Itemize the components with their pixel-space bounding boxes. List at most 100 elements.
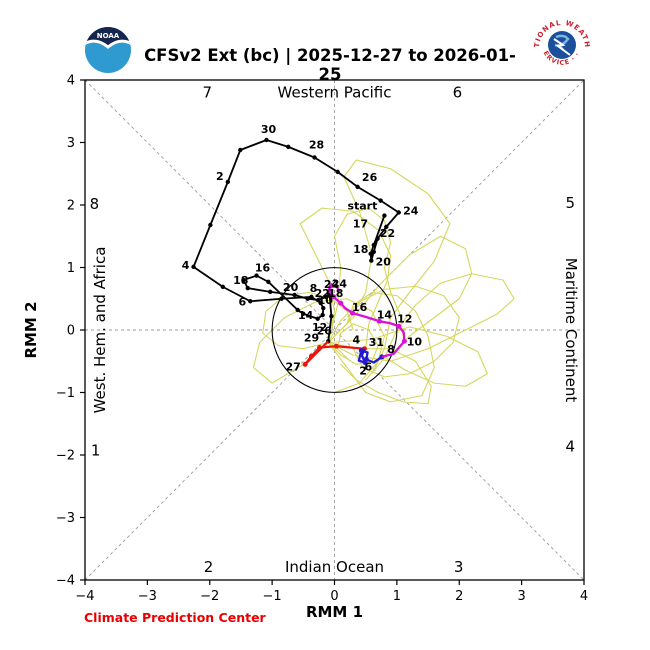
ensemble-member-line — [328, 341, 432, 405]
forecast-week1-point — [308, 353, 314, 359]
ensemble-member-line — [328, 326, 488, 387]
observed-point — [318, 300, 323, 306]
noaa-logo-art: NOAA — [85, 27, 131, 73]
observed-date-label: 10 — [318, 294, 334, 307]
observed-point — [254, 273, 259, 278]
y-tick-label: 4 — [67, 74, 75, 89]
y-axis-label: RMM 2 — [22, 301, 40, 358]
observed-date-label: 26 — [317, 324, 333, 337]
observed-date-label: 22 — [380, 227, 395, 240]
forecast-weeks34-point — [350, 310, 356, 316]
observed-date-label: 30 — [261, 123, 277, 136]
observed-point — [371, 249, 376, 255]
forecast-week1-point — [302, 361, 308, 367]
ensemble-member-line — [327, 235, 473, 356]
observed-point — [323, 294, 328, 300]
gridline-diagonal-sw-ne — [84, 79, 585, 581]
x-tick-label: 3 — [517, 589, 525, 604]
forecast-weeks34-date-label: 18 — [328, 287, 343, 300]
x-tick-label: −3 — [138, 589, 157, 604]
forecast-weeks34-point — [338, 300, 344, 306]
observed-date-label: 4 — [182, 259, 190, 272]
forecast-week2-date-label: 4 — [352, 334, 360, 347]
forecast-week2-date-label: 6 — [364, 360, 372, 373]
forecast-weeks34-point — [401, 338, 407, 344]
region-label: West. Hem. and Africa — [91, 247, 109, 414]
observed-point — [279, 296, 284, 301]
forecast-week1-date-label: 29 — [304, 332, 319, 345]
noaa-logo: NOAA — [85, 27, 131, 73]
observed-point — [309, 294, 314, 300]
observed-point — [329, 314, 334, 319]
observed-point — [238, 147, 243, 153]
observed-point — [316, 297, 321, 303]
observed-date-label: 14 — [298, 309, 314, 322]
phase-number-7: 7 — [202, 84, 212, 102]
observed-date-label: 26 — [362, 171, 378, 184]
x-tick-label: −1 — [263, 589, 282, 604]
observed-point — [321, 305, 326, 311]
y-tick-label: −3 — [56, 511, 75, 526]
forecast-week2-date-label: 2 — [359, 365, 367, 378]
unit-circle — [271, 267, 398, 393]
observed-date-label: 20 — [283, 281, 299, 294]
observed-date-label: 22 — [315, 287, 330, 300]
observed-point — [382, 213, 387, 218]
region-label: Indian Ocean — [285, 558, 384, 576]
forecast-weeks34-date-label: 10 — [407, 335, 423, 348]
forecast-weeks34-point — [328, 283, 334, 289]
noaa-logo-text: NOAA — [97, 32, 120, 40]
phase-number-3: 3 — [454, 558, 464, 576]
observed-point — [384, 224, 389, 230]
y-tick-label: 0 — [67, 324, 75, 339]
observed-point — [312, 155, 317, 160]
ensemble-member-line — [327, 291, 435, 403]
observed-point — [335, 169, 340, 175]
observed-point — [208, 222, 213, 228]
observed-point — [264, 137, 269, 143]
y-tick-label: −2 — [56, 449, 75, 464]
ensemble-member-line — [299, 207, 392, 349]
observed-point — [245, 285, 250, 291]
phase-number-2: 2 — [204, 558, 214, 576]
y-tick-label: 3 — [67, 136, 75, 151]
x-axis-label: RMM 1 — [306, 603, 363, 621]
ensemble-member-line — [327, 323, 379, 365]
forecast-week2-date-label: 8 — [387, 343, 395, 356]
forecast-week1-date-label: 27 — [286, 360, 301, 373]
forecast-week1-date-label: 31 — [369, 336, 384, 349]
y-tick-label: 2 — [67, 199, 75, 214]
forecast-weeks34-point — [396, 323, 402, 329]
forecast-weeks34-line — [327, 284, 406, 358]
ensemble-member-line — [327, 207, 404, 343]
region-label: Western Pacific — [278, 84, 392, 102]
observed-point — [371, 242, 376, 248]
forecast-week2-point — [358, 348, 364, 354]
observed-point — [225, 179, 231, 185]
observed-point — [295, 307, 300, 313]
observed-date-label: 18 — [353, 243, 368, 256]
ensemble-member-line — [327, 285, 460, 378]
forecast-weeks34-point — [331, 294, 337, 300]
x-tick-label: 4 — [580, 589, 588, 604]
observed-point — [396, 210, 401, 215]
nws-lightning-icon — [553, 38, 571, 56]
observed-point — [301, 311, 306, 316]
observed-point — [268, 289, 273, 295]
observed-point — [378, 198, 383, 203]
x-tick-label: 0 — [330, 589, 338, 604]
forecast-weeks34-date-label: 12 — [397, 312, 412, 325]
observed-point — [241, 277, 246, 283]
observed-point — [286, 144, 291, 150]
phase-number-6: 6 — [453, 84, 463, 102]
observed-point — [320, 312, 325, 318]
observed-point — [369, 258, 374, 263]
y-tick-label: −4 — [56, 574, 75, 589]
observed-date-label: 20 — [376, 256, 392, 269]
observed-date-label: 2 — [216, 170, 224, 183]
credit-text: Climate Prediction Center — [84, 610, 266, 625]
forecast-weeks34-date-label: 24 — [332, 278, 348, 291]
observed-point — [266, 279, 271, 285]
observed-point — [355, 184, 360, 190]
observed-point — [305, 296, 310, 301]
